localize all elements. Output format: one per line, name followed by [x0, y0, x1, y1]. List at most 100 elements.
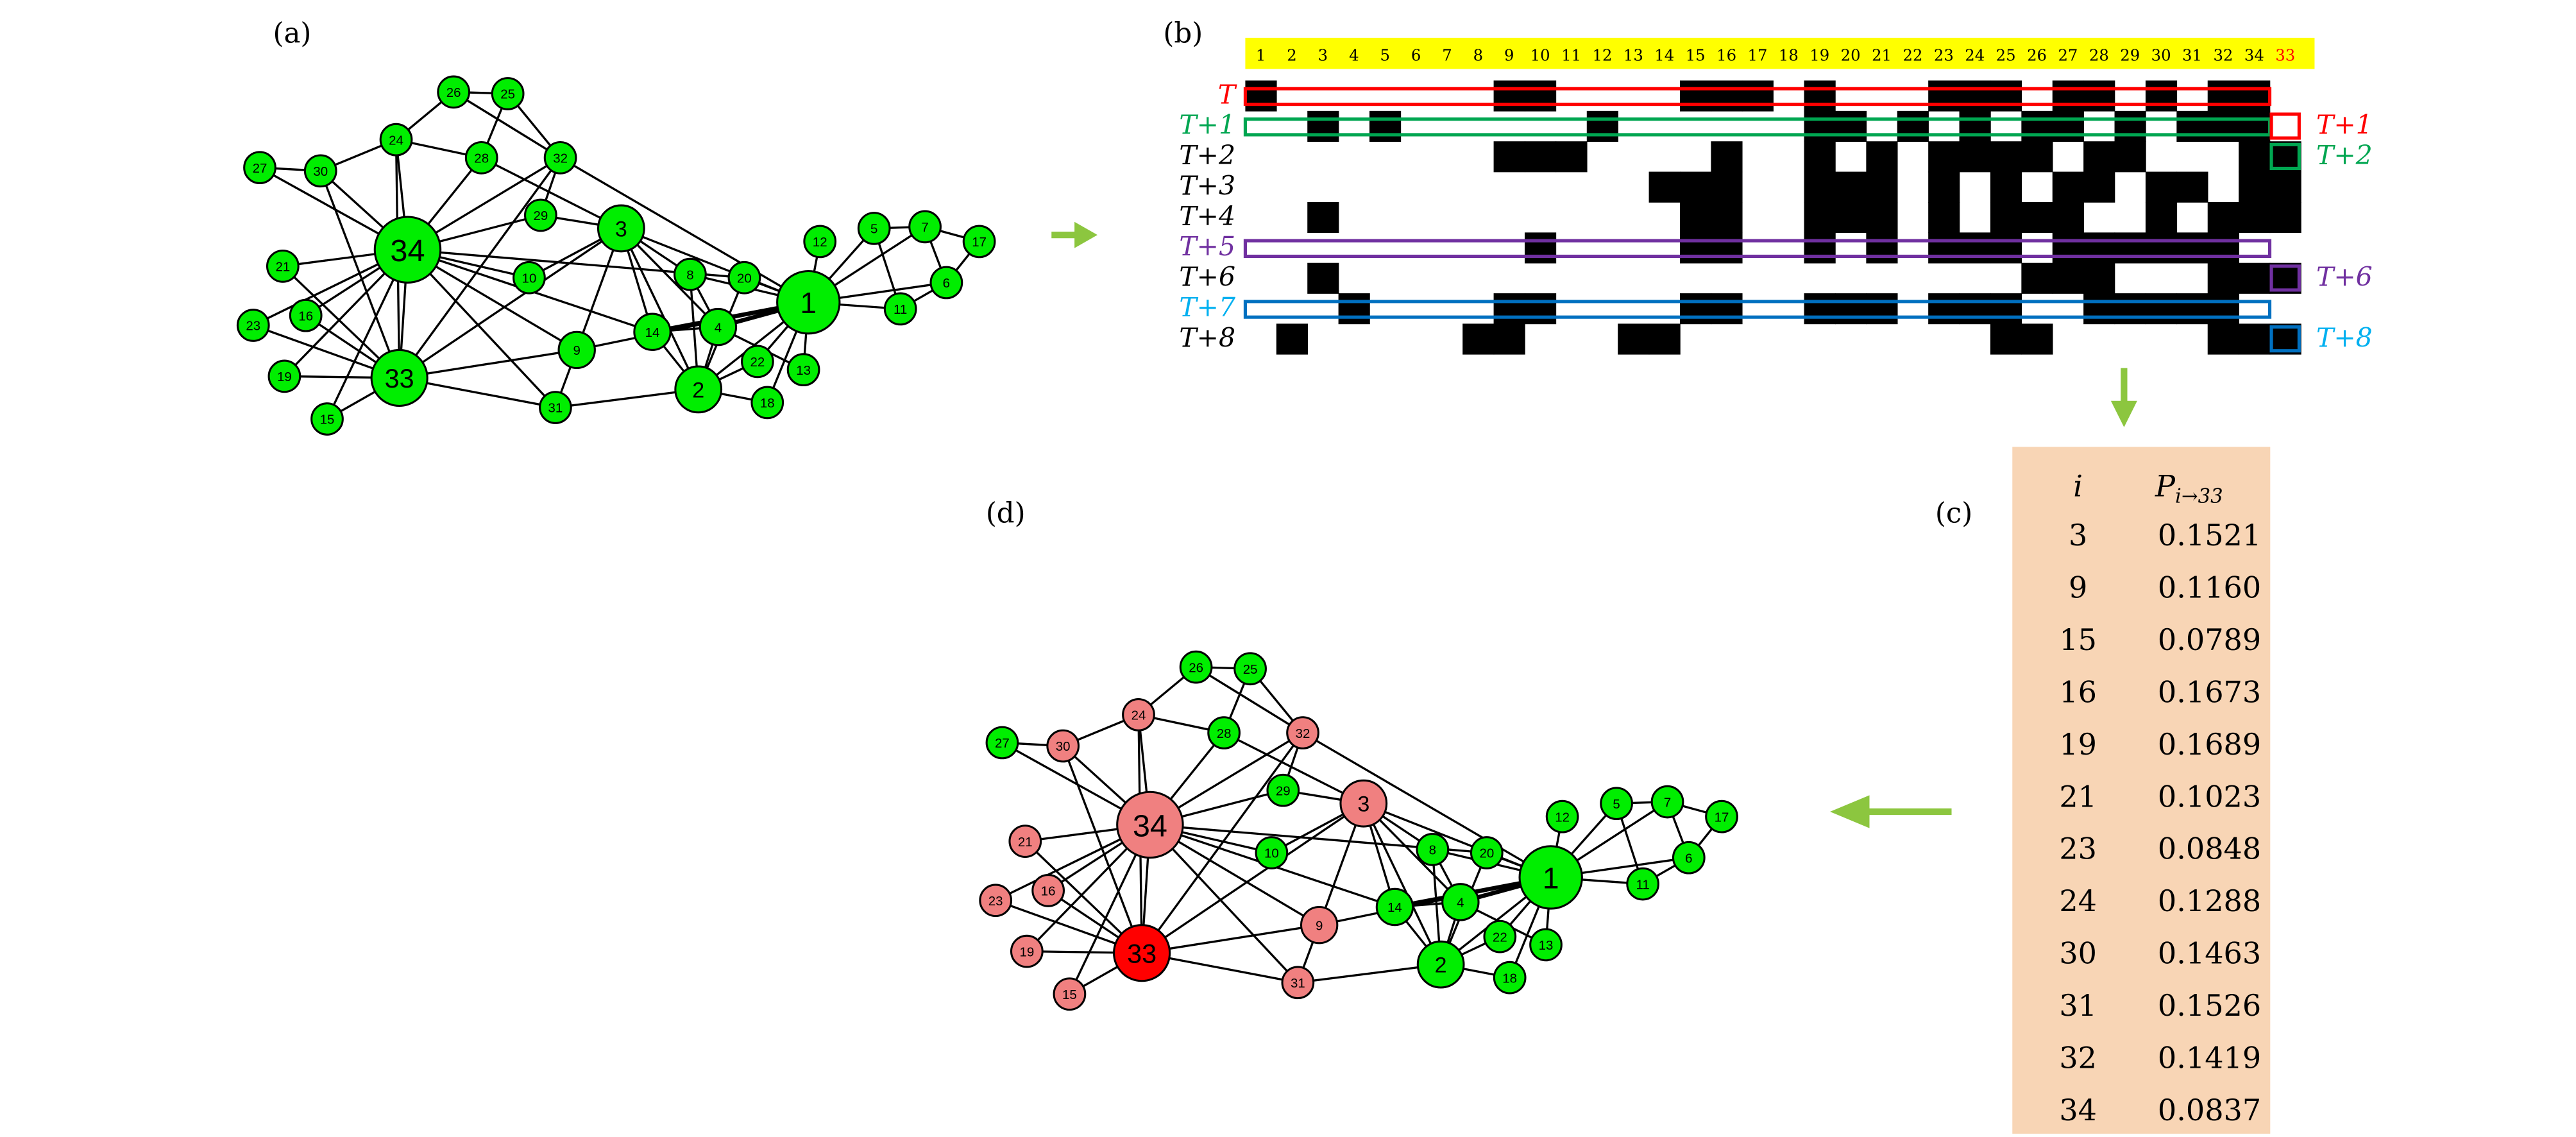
- node-label: 15: [1062, 987, 1077, 1002]
- node-label: 17: [972, 235, 987, 250]
- node-label: 17: [1715, 810, 1729, 825]
- node-circle: [1650, 785, 1684, 819]
- column-header: 26: [2027, 46, 2047, 65]
- matrix-cell-active: [1524, 141, 1557, 173]
- graph-edge: [1298, 963, 1441, 984]
- matrix-cell-active: [1928, 141, 1960, 173]
- network-d: 1234567891011121314151617181920212223242…: [979, 650, 1738, 1011]
- table-row: 19 0.1689: [2059, 727, 2261, 762]
- graph-node: 18: [750, 386, 784, 420]
- matrix-cell-active: [1928, 171, 1960, 203]
- column-header: 5: [1380, 46, 1389, 65]
- matrix-cell-active: [1493, 323, 1525, 355]
- graph-node: 9: [1300, 905, 1339, 945]
- matrix-cell-active: [1307, 110, 1339, 142]
- column-header: 33: [2275, 46, 2295, 65]
- node-circle: [1416, 940, 1465, 989]
- matrix-cell-active: [1369, 110, 1402, 142]
- table-row: 30 0.1463: [2059, 936, 2261, 971]
- column-header: 23: [1934, 46, 1954, 65]
- row-label: T+4: [1179, 201, 1235, 232]
- column-header: 12: [1593, 46, 1613, 65]
- node-label: 12: [1555, 810, 1570, 825]
- graph-edge: [1141, 802, 1364, 954]
- graph-node: 1: [1518, 845, 1583, 910]
- matrix-cell-active: [2239, 110, 2271, 142]
- node-circle: [267, 359, 301, 393]
- graph-node: 19: [1010, 934, 1044, 968]
- node-label: 3: [615, 217, 627, 241]
- right-row-label: T+2: [2316, 140, 2373, 171]
- column-header: 31: [2182, 46, 2202, 65]
- matrix-cell-active: [2145, 80, 2178, 112]
- node-label: 27: [253, 161, 267, 176]
- graph-node: 33: [1113, 924, 1171, 982]
- column-header: 6: [1411, 46, 1421, 65]
- matrix-cell-active: [2083, 141, 2115, 173]
- graph-node: 27: [985, 726, 1019, 760]
- matrix-cell-active: [1493, 80, 1525, 112]
- graph-node: 15: [1053, 977, 1087, 1011]
- graph-edge: [1140, 732, 1304, 954]
- column-header: 13: [1623, 46, 1643, 65]
- node-circle: [727, 261, 761, 295]
- matrix-cell-active: [1524, 80, 1557, 112]
- matrix-cell-active: [1804, 80, 1836, 112]
- graph-node: 3: [1339, 779, 1388, 828]
- node-circle: [1339, 779, 1388, 828]
- column-header: 27: [2058, 46, 2078, 65]
- column-header: 21: [1872, 46, 1892, 65]
- matrix-cell-active: [2021, 110, 2053, 142]
- node-label: 28: [1217, 726, 1232, 741]
- node-circle: [633, 312, 672, 351]
- matrix-cell-active: [1928, 80, 1960, 112]
- table-cell-i: 15: [2059, 622, 2097, 657]
- node-label: 30: [1056, 739, 1071, 754]
- table-cell-p: 0.1689: [2158, 727, 2261, 762]
- node-circle: [513, 261, 546, 295]
- node-circle: [1179, 650, 1213, 684]
- graph-node: 26: [437, 75, 471, 109]
- matrix-cell-active: [1711, 201, 1743, 234]
- node-label: 16: [298, 309, 313, 323]
- node-label: 29: [1276, 783, 1291, 798]
- node-label: 24: [1131, 708, 1146, 723]
- graph-node: 12: [803, 225, 837, 259]
- matrix-cell-active: [1524, 232, 1557, 264]
- node-circle: [883, 292, 917, 326]
- graph-node: 13: [786, 353, 820, 387]
- table-cell-p: 0.1521: [2158, 518, 2261, 552]
- node-label: 14: [645, 325, 660, 340]
- column-header: 18: [1779, 46, 1799, 65]
- column-header: 1: [1256, 46, 1266, 65]
- graph-node: 24: [1122, 698, 1155, 731]
- node-circle: [370, 348, 428, 407]
- node-label: 13: [1539, 938, 1554, 953]
- right-row-label: T+8: [2316, 322, 2373, 353]
- arrow-left-icon: [1830, 795, 1952, 828]
- node-label: 15: [320, 413, 335, 427]
- matrix-cell-active: [2083, 80, 2115, 112]
- table-cell-p: 0.1463: [2158, 936, 2261, 971]
- column-header: 17: [1748, 46, 1768, 65]
- node-label: 26: [1189, 660, 1203, 675]
- matrix-cell-active: [2083, 232, 2115, 264]
- graph-node: 7: [908, 210, 942, 244]
- node-label: 4: [1457, 896, 1464, 910]
- column-header: 16: [1716, 46, 1736, 65]
- node-circle: [1705, 799, 1738, 834]
- column-header: 24: [1965, 46, 1985, 65]
- matrix-cell-active: [2207, 201, 2239, 234]
- graph-node: 33: [370, 348, 428, 407]
- column-header: 19: [1809, 46, 1829, 65]
- table-cell-p: 0.1288: [2158, 884, 2261, 918]
- node-circle: [929, 266, 963, 300]
- column-header: 34: [2244, 46, 2264, 65]
- node-circle: [1255, 836, 1289, 869]
- node-circle: [1286, 716, 1319, 749]
- graph-node: 18: [1493, 961, 1527, 995]
- node-circle: [1441, 883, 1480, 921]
- column-header: 29: [2120, 46, 2140, 65]
- graph-node: 32: [1286, 716, 1319, 749]
- node-circle: [908, 210, 942, 244]
